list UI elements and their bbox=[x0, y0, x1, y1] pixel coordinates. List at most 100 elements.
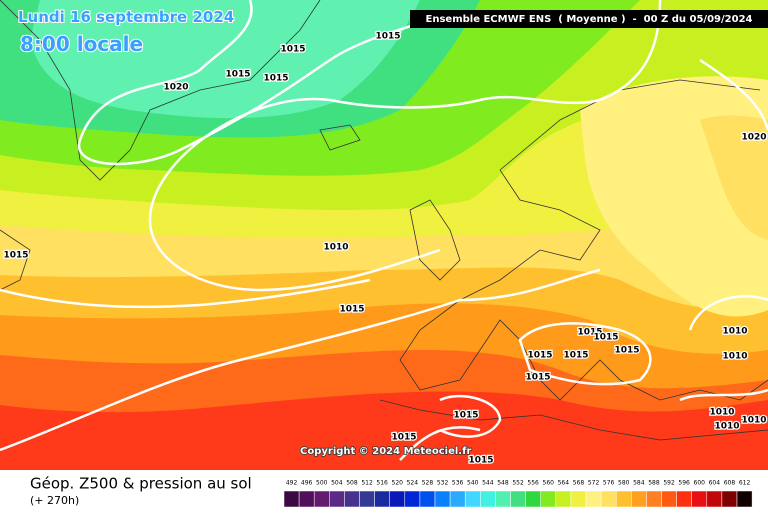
caption-lead: (+ 270h) bbox=[30, 494, 79, 507]
legend-swatch bbox=[449, 490, 466, 508]
isobar-label: 1010 bbox=[741, 416, 766, 426]
band bbox=[30, 0, 420, 119]
legend-swatch bbox=[570, 490, 587, 508]
isobar-label: 1015 bbox=[593, 333, 618, 343]
isobar-label: 1010 bbox=[722, 327, 747, 337]
coastline bbox=[0, 229, 31, 291]
isobar bbox=[148, 0, 662, 292]
model-info: Ensemble ECMWF ENS ( Moyenne ) - 00 Z du… bbox=[426, 14, 753, 25]
legend-swatch bbox=[313, 490, 330, 508]
isobars bbox=[0, 0, 768, 461]
legend-label: 540 bbox=[467, 480, 479, 487]
isobar-label: 1015 bbox=[453, 411, 478, 421]
legend-swatch bbox=[540, 490, 557, 508]
isobar bbox=[0, 268, 601, 452]
legend-swatch bbox=[600, 490, 617, 508]
legend-label: 520 bbox=[392, 480, 404, 487]
coastline bbox=[0, 0, 321, 181]
date: Lundi 16 septembre 2024 bbox=[18, 8, 234, 26]
isobar-label: 1015 bbox=[563, 351, 588, 361]
legend-label: 564 bbox=[558, 480, 570, 487]
legend-label: 500 bbox=[316, 480, 328, 487]
legend-swatch bbox=[646, 490, 662, 508]
isobar bbox=[0, 278, 371, 309]
legend-swatch bbox=[298, 490, 315, 508]
coastline bbox=[409, 199, 461, 281]
legend-swatch bbox=[374, 490, 390, 508]
legend-swatch bbox=[495, 490, 511, 508]
isobar bbox=[439, 394, 502, 438]
isobar bbox=[77, 0, 431, 166]
isobar-label: 1020 bbox=[163, 83, 188, 93]
isobar-label: 1010 bbox=[714, 422, 739, 432]
legend-label: 608 bbox=[724, 480, 736, 487]
legend-swatch bbox=[525, 490, 541, 508]
isobar-label: 1015 bbox=[263, 74, 288, 84]
isobar-label: 1020 bbox=[741, 133, 766, 143]
legend-swatch bbox=[344, 490, 360, 508]
legend-swatch bbox=[706, 490, 723, 508]
legend-label: 584 bbox=[633, 480, 645, 487]
legend-label: 572 bbox=[588, 480, 600, 487]
band bbox=[700, 115, 768, 240]
isobar-label: 1010 bbox=[709, 408, 734, 418]
legend-swatch bbox=[389, 490, 406, 508]
legend-swatch bbox=[359, 490, 375, 508]
isobar bbox=[399, 295, 768, 461]
caption-title: Géop. Z500 & pression au sol bbox=[30, 475, 252, 493]
legend-label: 532 bbox=[437, 480, 449, 487]
legend-swatch bbox=[691, 490, 708, 508]
isobar-label: 1015 bbox=[3, 251, 28, 261]
isobar-label: 1015 bbox=[525, 373, 550, 383]
legend-label: 512 bbox=[361, 480, 373, 487]
coastline bbox=[379, 399, 768, 441]
legend-label: 580 bbox=[618, 480, 630, 487]
legend-label: 576 bbox=[603, 480, 615, 487]
isobar-label: 1010 bbox=[323, 243, 348, 253]
legend-label: 528 bbox=[422, 480, 434, 487]
legend-swatch bbox=[615, 490, 632, 508]
legend-swatch bbox=[721, 490, 738, 508]
legend-swatch bbox=[510, 490, 526, 508]
legend-label: 544 bbox=[482, 480, 494, 487]
copyright: Copyright © 2024 Meteociel.fr bbox=[300, 446, 471, 457]
legend-swatch bbox=[464, 490, 481, 508]
legend-swatch bbox=[419, 490, 436, 508]
legend-label: 612 bbox=[739, 480, 751, 487]
isobar-label: 1010 bbox=[722, 352, 747, 362]
isobar-label: 1015 bbox=[391, 433, 416, 443]
legend-label: 568 bbox=[573, 480, 585, 487]
legend-label: 548 bbox=[497, 480, 509, 487]
isobar-label: 1015 bbox=[339, 305, 364, 315]
legend-label: 524 bbox=[407, 480, 419, 487]
legend: 492 496 500 504 508 512 516 520 524 528 532 536 540 5… bbox=[283, 480, 753, 508]
legend-label: 588 bbox=[648, 480, 660, 487]
isobar bbox=[699, 58, 768, 131]
isobar-label: 1015 bbox=[280, 45, 305, 55]
isobar-label: 1015 bbox=[614, 346, 639, 356]
isobar bbox=[518, 322, 652, 386]
legend-label: 592 bbox=[663, 480, 675, 487]
legend-label: 560 bbox=[543, 480, 555, 487]
isobar-label: 1015 bbox=[468, 456, 493, 466]
z500-field bbox=[0, 0, 768, 470]
legend-label: 508 bbox=[346, 480, 358, 487]
legend-label: 596 bbox=[678, 480, 690, 487]
isobar-label: 1015 bbox=[527, 351, 552, 361]
legend-label: 600 bbox=[694, 480, 706, 487]
legend-label: 504 bbox=[331, 480, 343, 487]
coastlines bbox=[0, 0, 768, 441]
legend-label: 552 bbox=[512, 480, 524, 487]
legend-label: 516 bbox=[376, 480, 388, 487]
coastline bbox=[319, 124, 361, 151]
legend-swatch bbox=[631, 490, 647, 508]
legend-swatch bbox=[329, 490, 345, 508]
isobar-label: 1015 bbox=[577, 328, 602, 338]
legend-label: 604 bbox=[709, 480, 721, 487]
legend-swatch bbox=[404, 490, 421, 508]
legend-swatch bbox=[676, 490, 692, 508]
legend-label: 496 bbox=[301, 480, 313, 487]
legend-label: 556 bbox=[527, 480, 539, 487]
